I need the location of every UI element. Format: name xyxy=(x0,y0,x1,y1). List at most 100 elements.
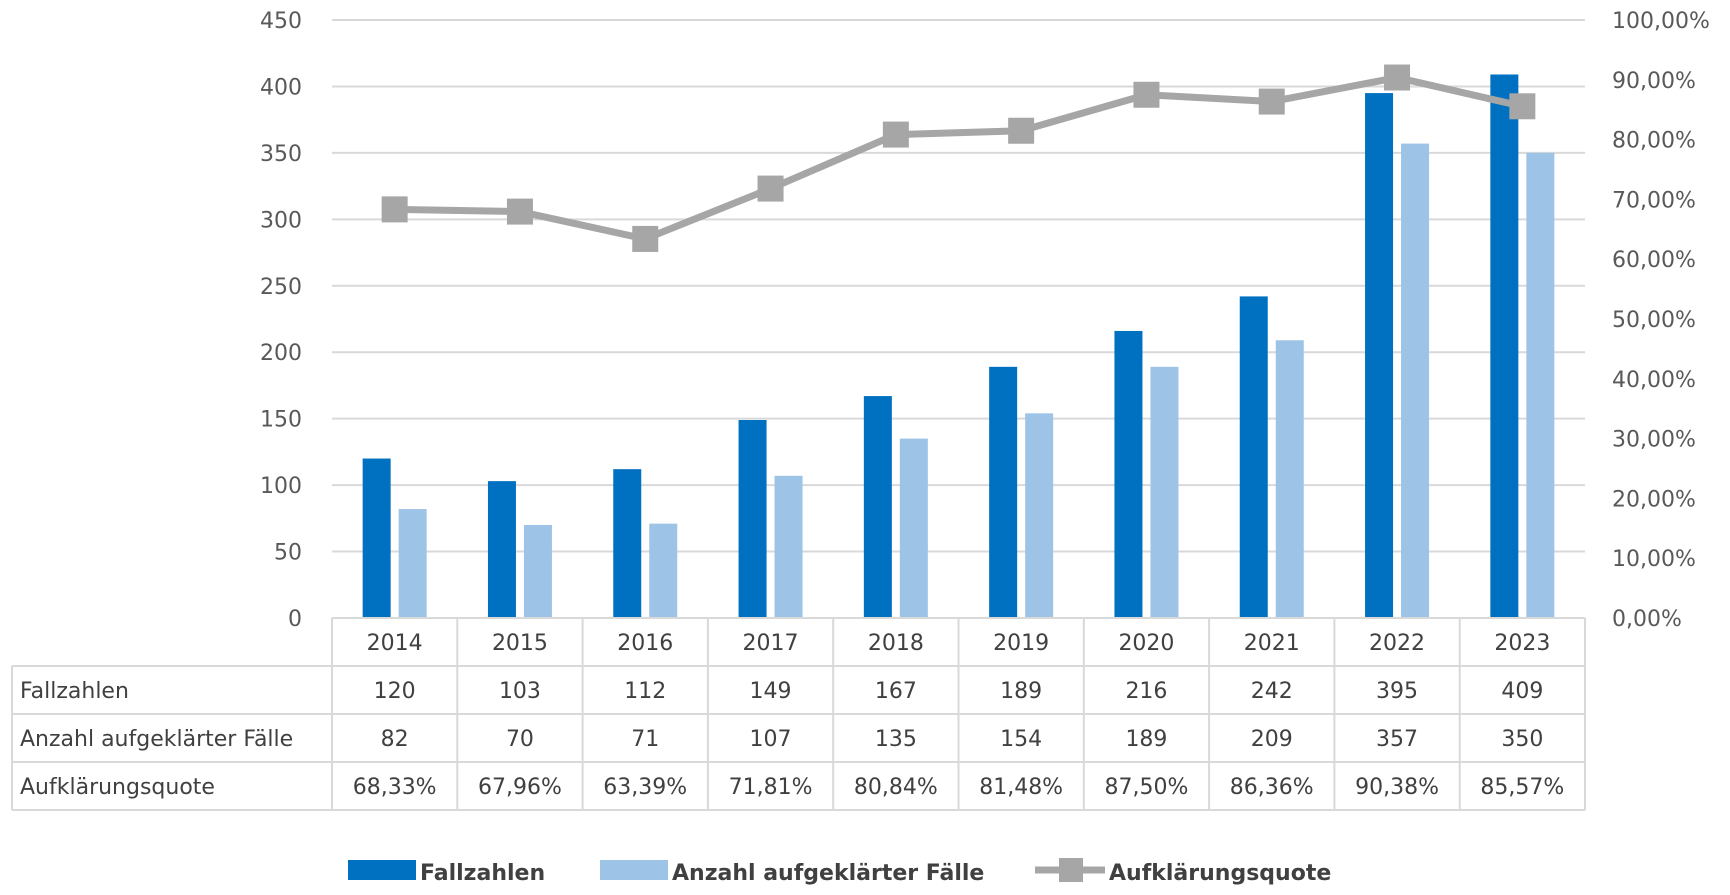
table-cell: 154 xyxy=(1000,727,1042,752)
bar-fallzahlen-2015 xyxy=(487,481,516,618)
table-cell: 107 xyxy=(750,727,792,752)
left-axis-tick-label: 300 xyxy=(260,208,302,233)
category-label: 2018 xyxy=(868,631,924,656)
marker-aufklaerungsquote-2016 xyxy=(632,225,659,252)
bar-fallzahlen-2019 xyxy=(989,366,1018,618)
category-label: 2021 xyxy=(1244,631,1300,656)
table-row-label: Anzahl aufgeklärter Fälle xyxy=(20,727,293,752)
bar-aufgeklaert-2021 xyxy=(1275,340,1304,618)
left-axis-tick-label: 200 xyxy=(260,341,302,366)
right-axis-tick-label: 100,00% xyxy=(1612,9,1710,34)
bar-fallzahlen-2018 xyxy=(863,396,892,618)
table-cell: 350 xyxy=(1501,727,1543,752)
category-label: 2014 xyxy=(367,631,423,656)
bar-aufgeklaert-2018 xyxy=(899,438,928,618)
legend-swatch xyxy=(600,860,668,880)
table-cell: 357 xyxy=(1376,727,1418,752)
legend-swatch-marker xyxy=(1059,858,1083,882)
right-axis-tick-label: 40,00% xyxy=(1612,368,1696,393)
table-cell: 189 xyxy=(1125,727,1167,752)
marker-aufklaerungsquote-2017 xyxy=(757,175,784,202)
left-axis-tick-label: 50 xyxy=(274,541,302,566)
bar-fallzahlen-2016 xyxy=(613,469,642,618)
legend: Fallzahlen Anzahl aufgeklärter Fälle Aufkl… xyxy=(348,858,1331,886)
table-cell: 90,38% xyxy=(1355,775,1439,800)
table-cell: 68,33% xyxy=(353,775,437,800)
legend-swatch xyxy=(348,860,416,880)
bar-series xyxy=(362,74,1555,619)
bar-aufgeklaert-2015 xyxy=(523,524,552,618)
left-axis-tick-label: 350 xyxy=(260,142,302,167)
marker-aufklaerungsquote-2021 xyxy=(1258,88,1285,115)
bar-fallzahlen-2017 xyxy=(738,419,767,618)
table-cell: 216 xyxy=(1125,679,1167,704)
category-label: 2017 xyxy=(743,631,799,656)
marker-aufklaerungsquote-2018 xyxy=(882,121,909,148)
table-cell: 189 xyxy=(1000,679,1042,704)
bar-aufgeklaert-2019 xyxy=(1025,413,1054,618)
table-cell: 85,57% xyxy=(1480,775,1564,800)
table-cell: 82 xyxy=(381,727,409,752)
right-axis-tick-label: 0,00% xyxy=(1612,607,1682,632)
table-cell: 135 xyxy=(875,727,917,752)
table-cell: 67,96% xyxy=(478,775,562,800)
right-axis-tick-label: 50,00% xyxy=(1612,308,1696,333)
table-cell: 63,39% xyxy=(603,775,687,800)
table-cell: 81,48% xyxy=(979,775,1063,800)
legend-label: Anzahl aufgeklärter Fälle xyxy=(672,861,984,886)
marker-aufklaerungsquote-2023 xyxy=(1509,93,1536,120)
bar-fallzahlen-2014 xyxy=(362,458,391,618)
marker-aufklaerungsquote-2015 xyxy=(506,198,533,225)
right-axis-tick-label: 70,00% xyxy=(1612,188,1696,213)
right-axis-tick-label: 10,00% xyxy=(1612,547,1696,572)
marker-aufklaerungsquote-2019 xyxy=(1008,117,1035,144)
table-cell: 87,50% xyxy=(1105,775,1189,800)
table-cell: 209 xyxy=(1251,727,1293,752)
table-cell: 167 xyxy=(875,679,917,704)
bar-aufgeklaert-2014 xyxy=(398,509,427,618)
table-cell: 409 xyxy=(1501,679,1543,704)
marker-aufklaerungsquote-2014 xyxy=(381,196,408,223)
table-cell: 120 xyxy=(374,679,416,704)
left-axis: 0 50 100 150 200 250 300 350 400 450 xyxy=(260,9,302,632)
bar-fallzahlen-2022 xyxy=(1365,93,1394,619)
bar-fallzahlen-2020 xyxy=(1114,330,1143,618)
marker-aufklaerungsquote-2022 xyxy=(1384,64,1411,91)
left-axis-tick-label: 250 xyxy=(260,275,302,300)
bar-aufgeklaert-2017 xyxy=(774,475,803,618)
right-axis-tick-label: 90,00% xyxy=(1612,69,1696,94)
bar-fallzahlen-2021 xyxy=(1239,296,1268,618)
table-cell: 103 xyxy=(499,679,541,704)
left-axis-tick-label: 0 xyxy=(288,607,302,632)
category-label: 2020 xyxy=(1118,631,1174,656)
bar-aufgeklaert-2023 xyxy=(1526,152,1555,618)
left-axis-tick-label: 450 xyxy=(260,9,302,34)
category-label: 2016 xyxy=(617,631,673,656)
table-cell: 80,84% xyxy=(854,775,938,800)
legend-label: Aufklärungsquote xyxy=(1109,861,1331,886)
table-cell: 242 xyxy=(1251,679,1293,704)
line-aufklaerungsquote xyxy=(394,74,1524,243)
right-axis-tick-label: 30,00% xyxy=(1612,428,1696,453)
table-cell: 71 xyxy=(631,727,659,752)
bar-aufgeklaert-2022 xyxy=(1401,143,1430,618)
right-axis-tick-label: 20,00% xyxy=(1612,487,1696,512)
left-axis-tick-label: 150 xyxy=(260,408,302,433)
grid-lines xyxy=(332,19,1585,553)
bar-aufgeklaert-2020 xyxy=(1150,366,1179,618)
table-cell: 71,81% xyxy=(729,775,813,800)
left-axis-tick-label: 400 xyxy=(260,75,302,100)
right-axis-tick-label: 80,00% xyxy=(1612,129,1696,154)
right-axis-tick-label: 60,00% xyxy=(1612,248,1696,273)
category-label: 2022 xyxy=(1369,631,1425,656)
marker-aufklaerungsquote-2020 xyxy=(1133,81,1160,108)
table-cell: 149 xyxy=(750,679,792,704)
table-row-label: Aufklärungsquote xyxy=(20,775,215,800)
table-cell: 70 xyxy=(506,727,534,752)
right-axis: 0,00% 10,00% 20,00% 30,00% 40,00% 50,00% 60,00… xyxy=(1612,9,1710,632)
table-cell: 112 xyxy=(624,679,666,704)
line-series xyxy=(381,64,1536,252)
category-label: 2015 xyxy=(492,631,548,656)
left-axis-tick-label: 100 xyxy=(260,474,302,499)
